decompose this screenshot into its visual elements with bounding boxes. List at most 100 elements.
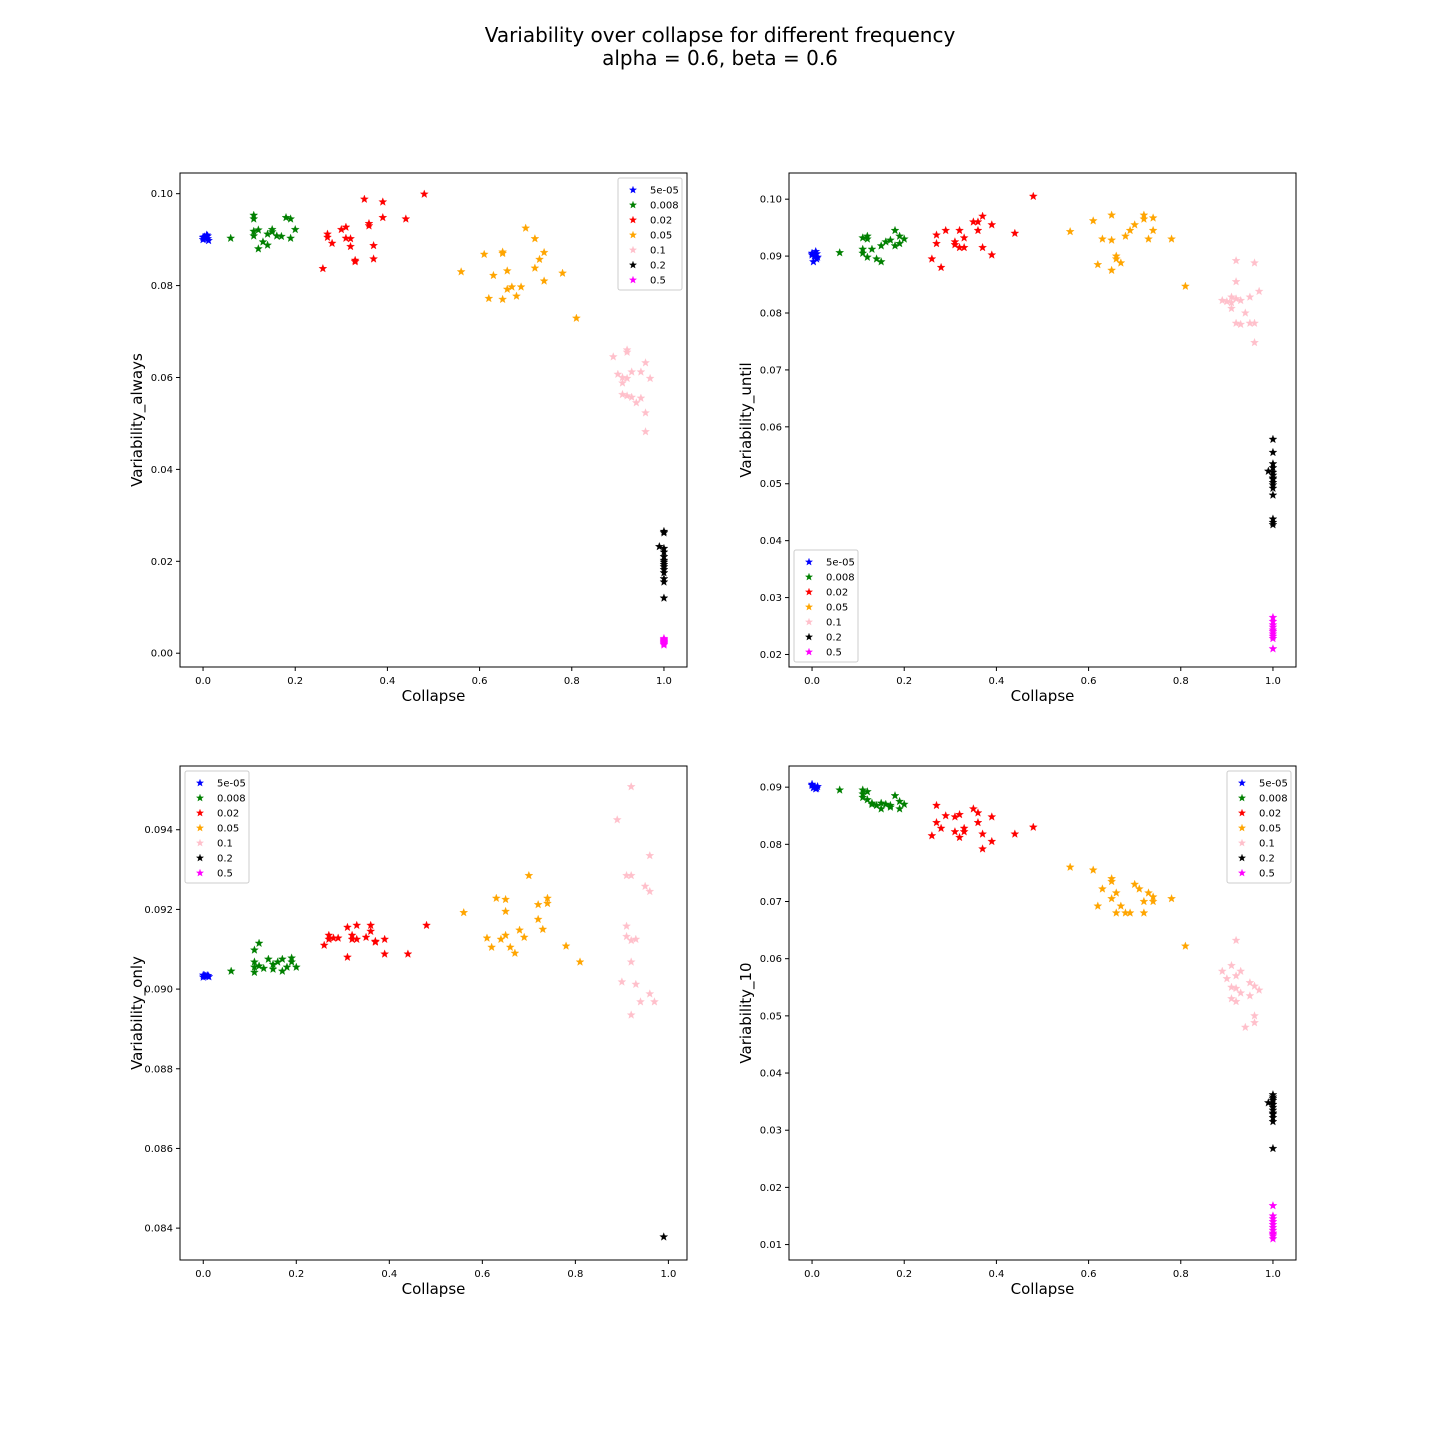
legend-label-ten-6: 0.5	[1259, 869, 1275, 880]
data-point-ten-s4-16	[1227, 982, 1236, 992]
data-point-until-s2-9	[959, 233, 969, 242]
data-point-until-s3-11	[1125, 225, 1135, 235]
legend-marker-until-2	[804, 587, 814, 596]
data-point-always-s4-3	[618, 378, 627, 387]
x-tick-label-until-3: 0.6	[1081, 676, 1097, 687]
y-tick-label-until-6: 0.08	[760, 309, 782, 320]
legend-label-ten-4: 0.1	[1259, 839, 1275, 850]
data-point-always-s4-7	[627, 392, 637, 401]
data-point-only-s3-10	[515, 925, 524, 934]
data-point-always-s3-16	[539, 276, 549, 285]
data-point-ten-s2-10	[959, 827, 969, 836]
legend-marker-always-6	[628, 275, 638, 284]
data-point-ten-s3-12	[1130, 879, 1140, 889]
data-point-only-s3-11	[519, 932, 529, 942]
data-point-always-s5-14	[659, 593, 669, 602]
data-point-ten-s2-11	[968, 804, 978, 813]
legend-marker-only-6	[195, 868, 205, 877]
data-point-ten-s2-16	[987, 836, 997, 846]
data-point-only-s3-12	[524, 870, 534, 880]
x-axis-label-until: Collapse	[1011, 687, 1075, 705]
x-tick-label-always-4: 0.8	[564, 676, 580, 687]
data-point-always-s4-1	[613, 369, 623, 379]
data-point-always-s2-3	[327, 238, 337, 248]
data-point-always-s1-10	[267, 227, 277, 236]
data-point-ten-s1-8	[876, 804, 886, 813]
data-point-ten-s2-5	[950, 827, 960, 836]
data-point-only-s3-7	[501, 930, 510, 940]
y-tick-label-always-2: 0.04	[151, 465, 173, 476]
data-point-only-s4-16	[622, 931, 631, 941]
data-point-always-s3-12	[530, 234, 540, 243]
y-tick-label-ten-2: 0.03	[760, 1126, 782, 1137]
data-point-always-s2-13	[369, 240, 378, 250]
x-tick-label-until-5: 1.0	[1265, 676, 1281, 687]
y-tick-label-ten-8: 0.09	[760, 783, 782, 794]
data-point-until-s4-10	[1245, 292, 1255, 301]
y-tick-label-ten-7: 0.08	[760, 840, 782, 851]
legend-label-always-6: 0.5	[650, 276, 666, 287]
data-point-always-s4-9	[631, 398, 641, 407]
data-point-always-s3-2	[484, 293, 494, 303]
data-point-only-s3-17	[543, 898, 552, 908]
x-tick-label-only-0: 0.0	[195, 1269, 211, 1280]
data-point-ten-s3-5	[1107, 876, 1117, 886]
data-point-always-s5-0	[654, 541, 664, 551]
data-point-until-s2-2	[932, 238, 941, 248]
legend-label-until-5: 0.2	[826, 633, 842, 644]
data-point-until-s1-7	[872, 254, 881, 263]
data-point-until-s2-4	[941, 225, 951, 235]
data-point-always-s1-17	[249, 210, 259, 220]
data-point-only-s2-15	[380, 934, 390, 944]
legend-label-until-3: 0.05	[826, 603, 848, 614]
data-point-only-s1-14	[287, 957, 297, 966]
data-point-until-s2-10	[959, 242, 969, 252]
data-point-only-s1-12	[282, 962, 292, 971]
data-point-ten-s4-14	[1250, 981, 1259, 990]
data-point-ten-s0-6	[809, 783, 818, 792]
data-point-ten-s3-11	[1125, 908, 1135, 917]
data-point-ten-s1-5	[862, 795, 872, 804]
legend-marker-ten-4	[1237, 838, 1247, 847]
data-point-ten-s1-3	[858, 792, 868, 802]
data-point-until-s4-2	[1227, 303, 1236, 313]
data-point-until-s1-3	[858, 248, 868, 257]
data-point-until-s2-3	[936, 262, 946, 272]
x-tick-label-ten-4: 0.8	[1173, 1269, 1189, 1280]
legend-marker-ten-2	[1237, 808, 1247, 817]
data-point-always-s4-16	[622, 345, 632, 354]
legend-marker-always-5	[628, 260, 638, 269]
data-point-until-s0-7	[812, 249, 822, 258]
data-point-ten-s6-10	[1268, 1234, 1278, 1243]
y-tick-label-until-7: 0.09	[760, 252, 782, 263]
data-point-ten-s3-7	[1111, 908, 1121, 917]
x-tick-label-always-1: 0.2	[287, 676, 303, 687]
data-point-always-s2-6	[341, 233, 351, 242]
legend-marker-ten-3	[1237, 823, 1247, 832]
legend-label-always-2: 0.02	[650, 216, 672, 227]
x-tick-label-only-3: 0.6	[474, 1269, 490, 1280]
legend-label-until-0: 5e-05	[826, 558, 855, 569]
data-point-always-s3-11	[521, 223, 531, 232]
data-point-until-s1-6	[867, 244, 877, 254]
data-point-only-s2-10	[352, 934, 362, 944]
data-point-ten-s2-0	[927, 831, 937, 840]
data-point-ten-s4-4	[1231, 935, 1241, 945]
data-point-always-s2-16	[378, 212, 388, 222]
data-point-always-s3-15	[539, 247, 549, 257]
data-point-until-s5-10	[1268, 483, 1278, 493]
legend-marker-until-1	[804, 572, 814, 581]
y-tick-label-only-5: 0.094	[144, 825, 173, 836]
data-point-until-s1-10	[886, 235, 895, 244]
data-point-always-s3-8	[507, 282, 517, 291]
data-point-until-s2-0	[927, 254, 937, 263]
data-point-until-s4-5	[1231, 277, 1241, 286]
data-point-ten-s5-10	[1268, 1117, 1278, 1126]
data-point-only-s1-0	[226, 966, 236, 975]
data-point-until-s2-12	[973, 225, 983, 235]
data-point-always-s4-2	[618, 389, 627, 399]
x-tick-label-only-4: 0.8	[567, 1269, 583, 1280]
data-point-always-s3-18	[571, 313, 581, 322]
data-point-ten-s3-15	[1139, 908, 1149, 917]
data-point-ten-s4-1	[1222, 974, 1232, 983]
